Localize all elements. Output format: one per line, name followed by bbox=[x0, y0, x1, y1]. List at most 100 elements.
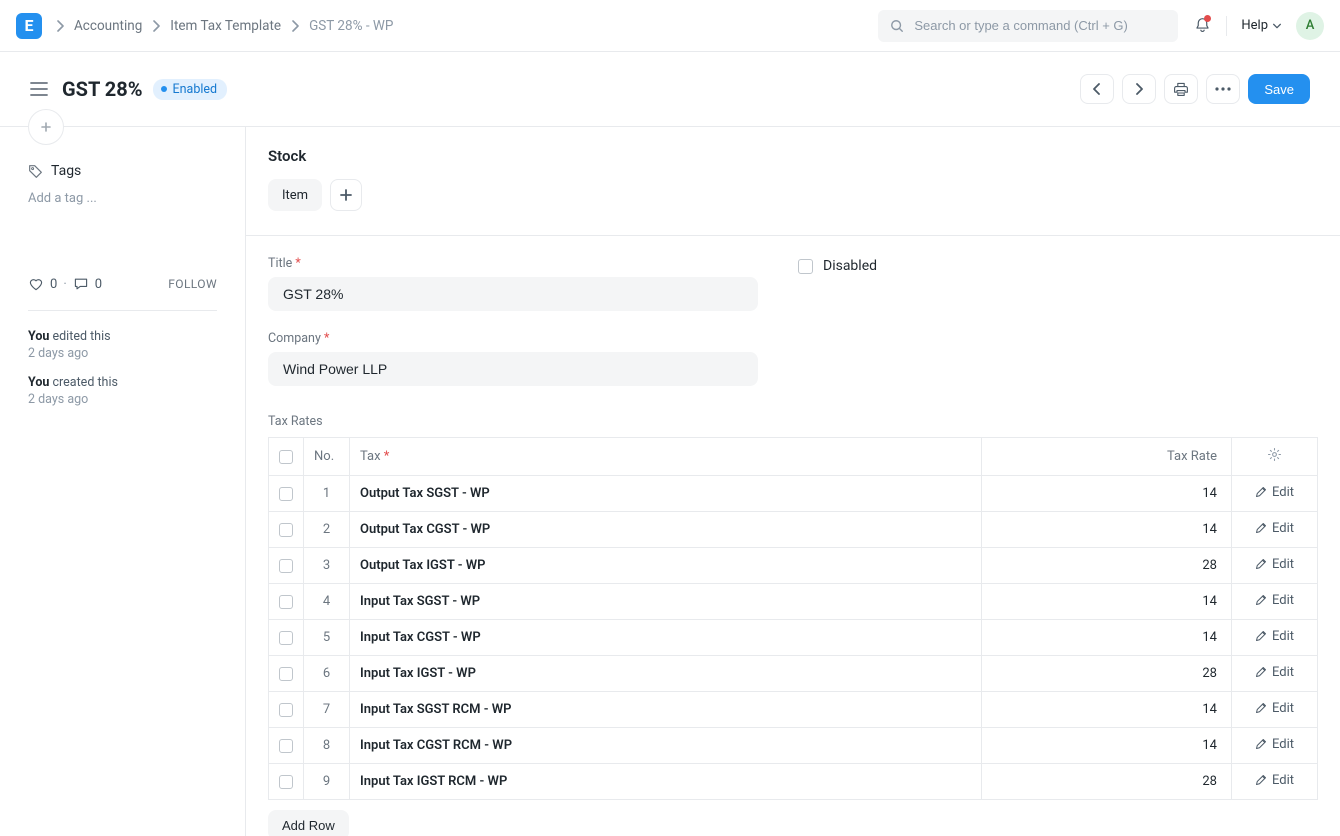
row-checkbox[interactable] bbox=[279, 559, 293, 573]
print-button[interactable] bbox=[1164, 74, 1198, 104]
row-rate[interactable]: 14 bbox=[982, 728, 1232, 764]
row-checkbox[interactable] bbox=[279, 487, 293, 501]
row-number: 8 bbox=[304, 728, 350, 764]
main-content: Stock Item Title Company bbox=[245, 127, 1340, 836]
row-tax[interactable]: Output Tax CGST - WP bbox=[350, 512, 982, 548]
row-number: 3 bbox=[304, 548, 350, 584]
tag-icon bbox=[28, 164, 43, 179]
disabled-checkbox[interactable] bbox=[798, 259, 813, 274]
table-row: 6 Input Tax IGST - WP 28 Edit bbox=[269, 656, 1318, 692]
edit-row-button[interactable]: Edit bbox=[1255, 665, 1294, 680]
chevron-down-icon bbox=[1272, 21, 1282, 31]
left-sidebar: Tags Add a tag ... 0 · 0 FOLLOW You edit… bbox=[0, 127, 245, 836]
edit-row-button[interactable]: Edit bbox=[1255, 593, 1294, 608]
column-no: No. bbox=[304, 438, 350, 476]
edit-row-button[interactable]: Edit bbox=[1255, 485, 1294, 500]
title-field[interactable] bbox=[268, 277, 758, 311]
row-number: 1 bbox=[304, 476, 350, 512]
chevron-right-icon bbox=[291, 20, 299, 32]
more-menu-button[interactable] bbox=[1206, 74, 1240, 104]
search-input[interactable] bbox=[912, 17, 1166, 34]
row-checkbox[interactable] bbox=[279, 667, 293, 681]
breadcrumb-accounting[interactable]: Accounting bbox=[74, 18, 142, 34]
table-row: 9 Input Tax IGST RCM - WP 28 Edit bbox=[269, 764, 1318, 800]
comment-icon[interactable] bbox=[73, 276, 89, 292]
add-tag-input[interactable]: Add a tag ... bbox=[28, 191, 217, 206]
row-checkbox[interactable] bbox=[279, 523, 293, 537]
row-tax[interactable]: Input Tax SGST - WP bbox=[350, 584, 982, 620]
row-checkbox[interactable] bbox=[279, 775, 293, 789]
breadcrumb: Accounting Item Tax Template GST 28% - W… bbox=[56, 18, 393, 34]
row-number: 9 bbox=[304, 764, 350, 800]
table-row: 5 Input Tax CGST - WP 14 Edit bbox=[269, 620, 1318, 656]
sidebar-toggle-icon[interactable] bbox=[30, 82, 48, 96]
edit-row-button[interactable]: Edit bbox=[1255, 629, 1294, 644]
table-row: 1 Output Tax SGST - WP 14 Edit bbox=[269, 476, 1318, 512]
row-rate[interactable]: 14 bbox=[982, 620, 1232, 656]
like-count: 0 bbox=[50, 277, 57, 292]
row-tax[interactable]: Input Tax IGST - WP bbox=[350, 656, 982, 692]
edit-row-button[interactable]: Edit bbox=[1255, 737, 1294, 752]
page-header: GST 28% Enabled Save bbox=[0, 52, 1340, 127]
save-button[interactable]: Save bbox=[1248, 74, 1310, 104]
breadcrumb-item-tax-template[interactable]: Item Tax Template bbox=[170, 18, 281, 34]
table-row: 8 Input Tax CGST RCM - WP 14 Edit bbox=[269, 728, 1318, 764]
column-tax: Tax * bbox=[350, 438, 982, 476]
row-checkbox[interactable] bbox=[279, 703, 293, 717]
assignment-avatar[interactable] bbox=[28, 109, 64, 145]
row-rate[interactable]: 14 bbox=[982, 476, 1232, 512]
tax-rates-table: No. Tax * Tax Rate 1 Output Tax SGST - W… bbox=[268, 437, 1318, 800]
section-stock-title: Stock bbox=[268, 147, 1318, 165]
row-rate[interactable]: 14 bbox=[982, 692, 1232, 728]
edit-row-button[interactable]: Edit bbox=[1255, 557, 1294, 572]
table-row: 7 Input Tax SGST RCM - WP 14 Edit bbox=[269, 692, 1318, 728]
row-tax[interactable]: Output Tax IGST - WP bbox=[350, 548, 982, 584]
table-row: 3 Output Tax IGST - WP 28 Edit bbox=[269, 548, 1318, 584]
title-label: Title bbox=[268, 256, 758, 271]
row-checkbox[interactable] bbox=[279, 631, 293, 645]
company-field[interactable] bbox=[268, 352, 758, 386]
notification-dot bbox=[1204, 15, 1211, 22]
row-rate[interactable]: 28 bbox=[982, 656, 1232, 692]
row-checkbox[interactable] bbox=[279, 595, 293, 609]
page-title: GST 28% bbox=[62, 77, 143, 101]
separator bbox=[1226, 16, 1227, 36]
row-number: 4 bbox=[304, 584, 350, 620]
item-chip[interactable]: Item bbox=[268, 179, 322, 211]
row-tax[interactable]: Input Tax CGST - WP bbox=[350, 620, 982, 656]
follow-button[interactable]: FOLLOW bbox=[168, 277, 217, 291]
next-button[interactable] bbox=[1122, 74, 1156, 104]
top-navbar: E Accounting Item Tax Template GST 28% -… bbox=[0, 0, 1340, 52]
row-tax[interactable]: Input Tax CGST RCM - WP bbox=[350, 728, 982, 764]
edit-row-button[interactable]: Edit bbox=[1255, 701, 1294, 716]
prev-button[interactable] bbox=[1080, 74, 1114, 104]
row-rate[interactable]: 28 bbox=[982, 548, 1232, 584]
comment-count: 0 bbox=[95, 277, 102, 292]
row-number: 7 bbox=[304, 692, 350, 728]
select-all-checkbox[interactable] bbox=[279, 450, 293, 464]
tags-heading: Tags bbox=[28, 163, 217, 179]
row-tax[interactable]: Output Tax SGST - WP bbox=[350, 476, 982, 512]
add-row-button[interactable]: Add Row bbox=[268, 810, 349, 836]
notifications-button[interactable] bbox=[1192, 16, 1212, 36]
add-chip-button[interactable] bbox=[330, 179, 362, 211]
row-tax[interactable]: Input Tax IGST RCM - WP bbox=[350, 764, 982, 800]
edit-row-button[interactable]: Edit bbox=[1255, 773, 1294, 788]
help-menu[interactable]: Help bbox=[1241, 18, 1282, 33]
row-rate[interactable]: 14 bbox=[982, 584, 1232, 620]
user-avatar[interactable]: A bbox=[1296, 12, 1324, 40]
divider bbox=[28, 310, 217, 311]
company-label: Company bbox=[268, 331, 758, 346]
column-settings[interactable] bbox=[1232, 438, 1318, 476]
edit-row-button[interactable]: Edit bbox=[1255, 521, 1294, 536]
global-search[interactable] bbox=[878, 10, 1178, 42]
row-rate[interactable]: 14 bbox=[982, 512, 1232, 548]
row-rate[interactable]: 28 bbox=[982, 764, 1232, 800]
app-logo[interactable]: E bbox=[16, 13, 42, 39]
chevron-right-icon bbox=[152, 20, 160, 32]
heart-icon[interactable] bbox=[28, 276, 44, 292]
row-checkbox[interactable] bbox=[279, 739, 293, 753]
row-tax[interactable]: Input Tax SGST RCM - WP bbox=[350, 692, 982, 728]
table-row: 4 Input Tax SGST - WP 14 Edit bbox=[269, 584, 1318, 620]
row-number: 2 bbox=[304, 512, 350, 548]
